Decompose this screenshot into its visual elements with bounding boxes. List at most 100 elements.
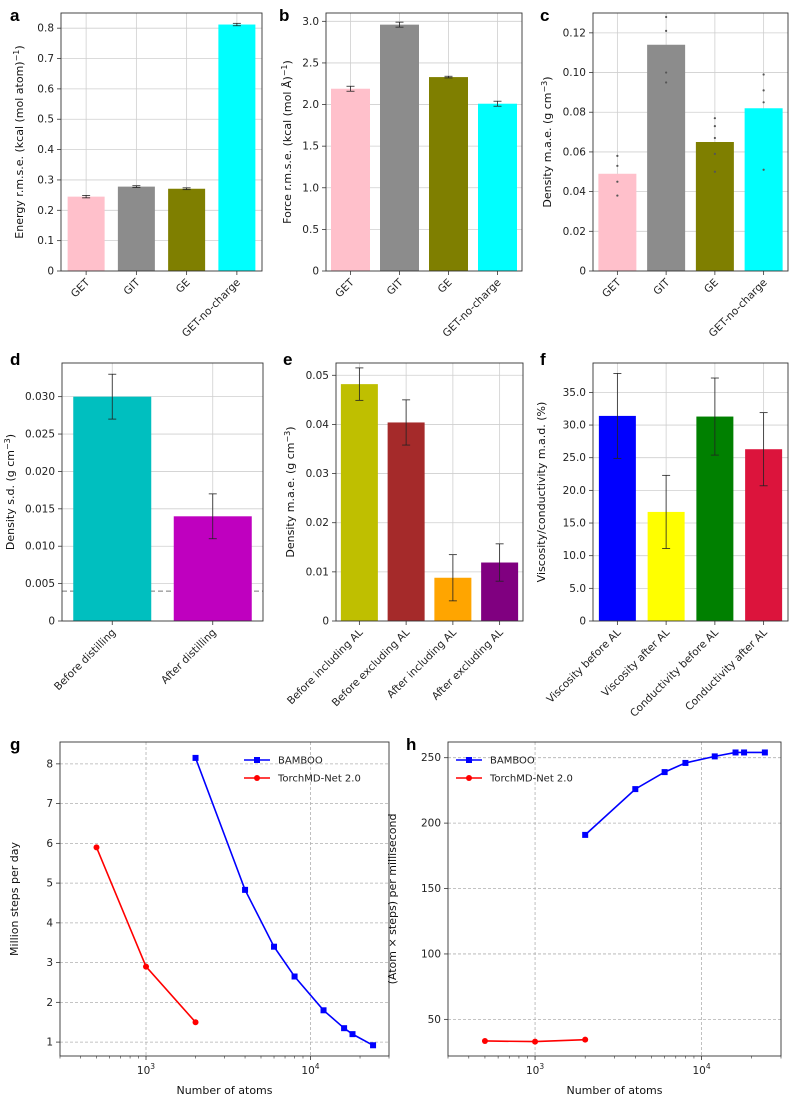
data-point [762,101,765,104]
ytick-label: 0.02 [306,517,329,529]
ytick-label: 0.5 [37,114,54,126]
ytick-label: 0.005 [25,578,55,590]
data-point [291,973,298,980]
ytick-label: 35.0 [563,387,586,399]
data-point [616,194,619,197]
panel-letter: f [540,350,546,369]
data-point [713,117,716,120]
ytick-label: 0.7 [37,53,54,65]
plot-frame [325,12,523,272]
ytick-label: 100 [421,948,441,960]
ytick-label: 6 [46,838,53,850]
panel-e: e 0 0.01 0.02 0.03 0.04 0.05 Density m.a.e. (g … [283,350,524,709]
legend-label: BAMBOO [278,756,323,767]
ytick-label: 30.0 [563,420,586,432]
ytick-label: 0 [47,266,54,278]
ytick-label: 0 [322,616,329,628]
data-point [665,71,668,74]
legend-marker [466,757,472,763]
panel-f: f 0 5.0 10.0 15.0 20.0 25.0 30.0 35.0 Viscosity/c… [535,350,789,720]
data-point [192,754,199,761]
x-axis-label: Number of atoms [566,1084,662,1097]
ytick-label: 5.0 [569,583,586,595]
legend-label: TorchMD-Net 2.0 [277,774,361,785]
ytick-label: 0.12 [563,27,586,39]
xtick-label: Conductivity before AL [628,627,721,720]
ytick-label: 2.5 [302,57,319,69]
ytick-label: 0.020 [25,466,55,478]
data-point [762,73,765,76]
ytick-label: 0.02 [563,226,586,238]
data-point [762,168,765,171]
panel-d: d 0 0.005 0.010 0.015 0.020 0.025 0.030 Density … [3,350,264,693]
data-point [341,1025,348,1032]
ytick-label: 0.015 [25,503,55,515]
xtick-label: Before including AL [285,627,366,708]
data-point [632,786,639,793]
y-axis-label: (Atom × steps) per millisecond [386,814,399,985]
data-point [616,180,619,183]
legend-marker [254,757,260,763]
ytick-label: 20.0 [563,485,586,497]
ytick-label: 1 [46,1037,53,1049]
panel-letter: e [283,350,292,369]
bar [73,396,152,621]
ytick-label: 0.04 [563,186,587,198]
ytick-label: 0.2 [37,205,54,217]
bar [598,173,637,271]
panel-letter: d [10,350,20,369]
ytick-label: 3.0 [302,16,319,28]
panel-c: c 0 0.02 0.04 0.06 0.08 0.10 0.12 Density m.a.e.… [540,6,789,340]
data-point [481,1037,488,1044]
ytick-label: 0.04 [306,419,330,431]
ytick-label: 50 [428,1014,441,1026]
y-axis-label: Force r.m.s.e. (kcal (mol Å)−1) [280,60,294,224]
xtick-label: GE [174,277,193,296]
y-axis-label: Density m.a.e. (g cm−3) [540,76,554,207]
panel-letter: h [406,735,416,754]
panel-g: g 1 2 3 4 5 6 7 8 Million steps per day 103 104 Numb… [8,735,390,1097]
bar [744,108,783,271]
xtick-label: GIT [122,276,143,297]
xtick-label: GIT [651,276,672,297]
bar [380,24,419,272]
ytick-label: 2 [46,997,53,1009]
legend-label: BAMBOO [490,756,535,767]
ytick-label: 0.03 [306,468,329,480]
data-point [271,943,278,950]
panel-a: a 0 0.1 0.2 0.3 0.4 0.5 0.6 0.7 0.8 Energy r.m.s.e… [10,6,263,340]
data-point [713,125,716,128]
data-point [242,886,249,893]
plot-frame [61,362,264,622]
data-point [582,1036,589,1043]
ytick-label: 0.030 [25,391,55,403]
bar [647,44,686,271]
xtick-label: 103 [526,1062,544,1077]
xtick-label: GE [436,277,455,296]
plot-frame [60,12,263,272]
xtick-label: Conductivity after AL [683,627,770,714]
ytick-label: 0.06 [563,146,587,158]
series-line [584,751,765,836]
data-point [713,152,716,156]
xtick-label: GET [600,276,624,300]
xtick-label: GET [69,276,93,300]
ytick-label: 8 [46,758,53,770]
y-axis-label: Energy r.m.s.e. (kcal (mol atom)−1) [12,45,26,238]
panel-b: b 0 0.5 1.0 1.5 2.0 2.5 3.0 Force r.m.s.e. (kcal… [279,6,523,340]
panel-letter: b [279,6,289,25]
bar [429,77,468,272]
legend-label: TorchMD-Net 2.0 [489,774,573,785]
y-axis-label: Viscosity/conductivity m.a.d. (%) [535,402,548,583]
data-point [713,170,716,173]
ytick-label: 0.4 [37,144,54,156]
ytick-label: 15.0 [563,518,586,530]
ytick-label: 0 [579,616,586,628]
xtick-label: 104 [692,1062,710,1077]
panel-h: h 50 100 150 200 250 (Atom × steps) per millis… [386,735,782,1097]
y-axis-label: Density m.a.e. (g cm−3) [283,426,297,557]
xtick-label: GIT [385,276,406,297]
ytick-label: 0.10 [563,67,586,79]
bar [117,186,155,271]
